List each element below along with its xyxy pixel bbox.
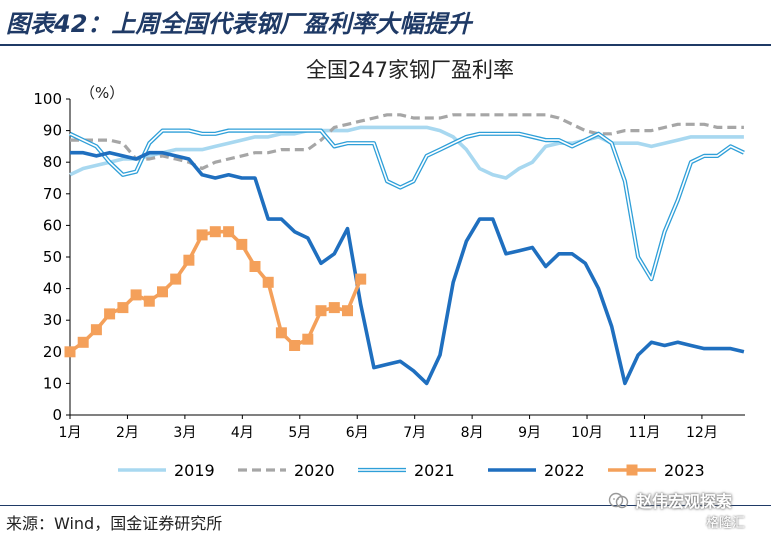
x-tick-label: 1月	[59, 425, 82, 441]
legend-item-2023-label: 2023	[664, 461, 705, 480]
series-2023-point	[77, 336, 89, 348]
x-tick-label: 12月	[686, 425, 718, 441]
series-2023-point	[90, 324, 102, 336]
x-tick-label: 2月	[116, 425, 139, 441]
series-2022-line	[70, 150, 745, 386]
footer-divider	[0, 505, 771, 506]
legend-item-2021: 2021	[358, 461, 455, 480]
series-2020-line	[70, 113, 744, 171]
y-tick-label: 20	[43, 343, 62, 361]
series-2023-point	[328, 302, 340, 314]
x-tick-label: 4月	[231, 425, 254, 441]
x-tick-label: 5月	[288, 425, 311, 441]
series-2023-point	[104, 308, 116, 320]
legend: 2019 2020 2021 2022 2023	[118, 461, 705, 480]
x-tick-label: 11月	[629, 425, 661, 441]
y-tick-label: 0	[52, 406, 62, 424]
x-tick-label: 9月	[518, 425, 541, 441]
series-2022	[70, 150, 745, 386]
y-tick-label: 10	[43, 374, 62, 392]
chart-title: 全国247家钢厂盈利率	[306, 58, 514, 82]
y-tick-label: 30	[43, 311, 62, 329]
series-2023-line	[68, 229, 363, 354]
y-tick-label: 100	[33, 90, 62, 108]
series-2023-point	[117, 302, 129, 314]
series-2023-point	[262, 276, 274, 288]
series-2023-point	[157, 286, 168, 298]
legend-item-2019: 2019	[118, 461, 215, 480]
x-tick-label: 7月	[403, 425, 426, 441]
figure-title: 图表42：上周全国代表钢厂盈利率大幅提升	[6, 10, 472, 38]
y-tick-label: 70	[43, 185, 62, 203]
legend-item-2023: 2023	[608, 461, 705, 480]
series-2023-point	[196, 229, 208, 241]
series-2021-line-inner	[69, 129, 745, 280]
title-divider	[0, 44, 771, 46]
series-2023-point	[315, 305, 327, 317]
legend-item-2020-label: 2020	[294, 461, 335, 480]
y-tick-label: 80	[43, 153, 62, 171]
series-2019	[69, 125, 744, 180]
y-axis-unit: （%）	[80, 84, 124, 102]
legend-item-2022: 2022	[488, 461, 585, 480]
x-tick-label: 3月	[173, 425, 196, 441]
x-tick-label: 8月	[461, 425, 484, 441]
y-tick-label: 50	[43, 248, 62, 266]
series-2023-point	[236, 238, 248, 250]
legend-item-2022-label: 2022	[544, 461, 585, 480]
series-2023-point	[223, 226, 235, 238]
series-2019-line	[69, 125, 744, 180]
series-2023-point	[130, 289, 142, 301]
series-2020	[70, 113, 744, 171]
series-2023-point	[170, 273, 182, 285]
series-2023-point	[249, 261, 261, 272]
legend-item-2020: 2020	[238, 461, 335, 480]
x-tick-label: 6月	[346, 425, 369, 441]
wechat-logo-icon	[608, 492, 629, 509]
y-tick-label: 90	[43, 122, 62, 140]
y-tick-label: 60	[43, 216, 62, 234]
y-tick-label: 40	[43, 280, 62, 298]
x-tick-label: 10月	[571, 425, 603, 441]
series-2023-point	[342, 305, 353, 317]
series-layer	[64, 113, 745, 386]
legend-item-2023-marker	[626, 464, 638, 476]
series-2023	[64, 226, 367, 358]
series-2023-point	[302, 333, 314, 345]
axes: 0 10 20 30 40 50 60 70 80 90 100 1月 2月 3月 4月 5月 6月 7月 8月 9月…	[33, 90, 745, 441]
series-2023-point	[143, 295, 155, 307]
line-chart: 全国247家钢厂盈利率 （%） 0 10 20 30 40 50 60 70 80 90 100 1月…	[33, 58, 745, 480]
watermark-line1: 赵伟宏观探索	[636, 492, 733, 511]
source-note: 来源：Wind，国金证券研究所	[6, 514, 223, 533]
series-2023-point	[275, 327, 287, 339]
series-2021-line-outer	[69, 128, 745, 282]
series-2023-point	[183, 254, 195, 266]
legend-item-2021-label: 2021	[414, 461, 455, 480]
watermark-line2: 格隆汇	[706, 516, 746, 531]
series-2021	[69, 128, 745, 282]
series-2023-point	[289, 340, 301, 351]
series-2023-point	[355, 273, 367, 285]
watermark: 赵伟宏观探索 格隆汇	[606, 488, 768, 534]
legend-item-2019-label: 2019	[174, 461, 215, 480]
series-2023-point	[64, 346, 76, 358]
series-2023-point	[209, 226, 221, 238]
